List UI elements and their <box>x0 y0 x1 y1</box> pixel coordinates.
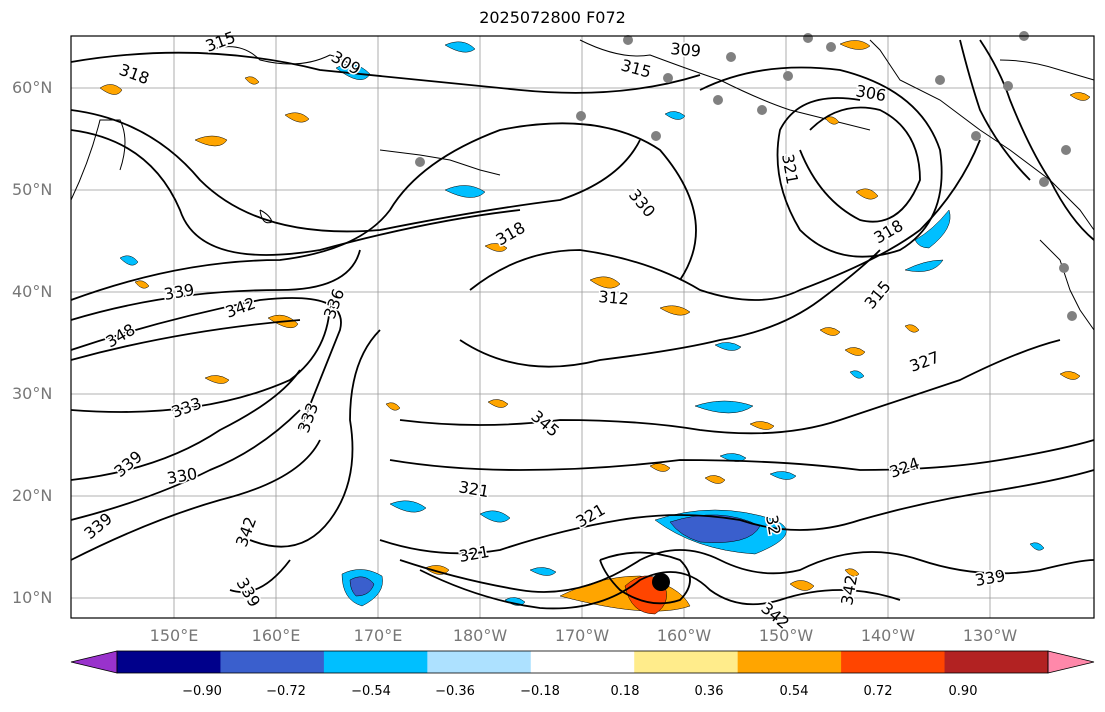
lon-label-140w: 140°W <box>860 626 916 645</box>
colorbar-segment <box>737 651 842 673</box>
colorbar-segment <box>427 651 532 673</box>
lon-label-130w: 130°W <box>962 626 1018 645</box>
lat-label-30n: 30°N <box>12 384 53 403</box>
contour-label: 32 <box>762 513 784 536</box>
storm-center-marker <box>652 573 670 591</box>
location-markers <box>415 31 1077 321</box>
colorbar-tick-label: −0.36 <box>435 684 475 699</box>
lon-label-150e: 150°E <box>149 626 199 645</box>
colorbar <box>70 650 1095 674</box>
colorbar-tick-label: −0.54 <box>351 684 391 699</box>
colorbar-segment <box>634 651 739 673</box>
colorbar-tick-label: 0.90 <box>948 684 978 699</box>
lat-label-40n: 40°N <box>12 282 53 301</box>
colorbar-segment <box>841 651 946 673</box>
negative-anomaly-areas <box>119 41 1045 607</box>
lat-label-20n: 20°N <box>12 486 53 505</box>
lon-label-170w: 170°W <box>554 626 610 645</box>
colorbar-extend-max <box>1047 650 1095 674</box>
lon-label-180w: 180°W <box>452 626 508 645</box>
colorbar-tick-label: −0.18 <box>520 684 560 699</box>
colorbar-tick-label: 0.54 <box>779 684 809 699</box>
colorbar-segment <box>117 651 221 673</box>
contour-label: 312 <box>598 287 630 309</box>
lat-label-50n: 50°N <box>12 180 53 199</box>
lat-label-60n: 60°N <box>12 78 53 97</box>
colorbar-frame <box>116 650 1049 674</box>
lon-label-170e: 170°E <box>353 626 403 645</box>
colorbar-segment <box>944 651 1049 673</box>
colorbar-tick-label: 0.36 <box>694 684 724 699</box>
coastlines <box>70 39 1095 331</box>
map-title: 2025072800 F072 <box>479 8 626 27</box>
colorbar-tick-label: −0.90 <box>182 684 222 699</box>
lon-label-160e: 160°E <box>251 626 301 645</box>
colorbar-extend-min <box>70 650 118 674</box>
height-contours <box>70 39 1095 610</box>
colorbar-tick-label: −0.72 <box>266 684 306 699</box>
lon-label-160w: 160°W <box>656 626 712 645</box>
colorbar-tick-label: 0.72 <box>863 684 893 699</box>
lat-label-10n: 10°N <box>12 588 53 607</box>
colorbar-segment <box>220 651 325 673</box>
contour-label: 309 <box>670 39 702 61</box>
lon-label-150w: 150°W <box>758 626 814 645</box>
plot-frame <box>70 35 1095 619</box>
colorbar-tick-label: 0.18 <box>610 684 640 699</box>
colorbar-segment <box>323 651 428 673</box>
colorbar-segment <box>530 651 635 673</box>
